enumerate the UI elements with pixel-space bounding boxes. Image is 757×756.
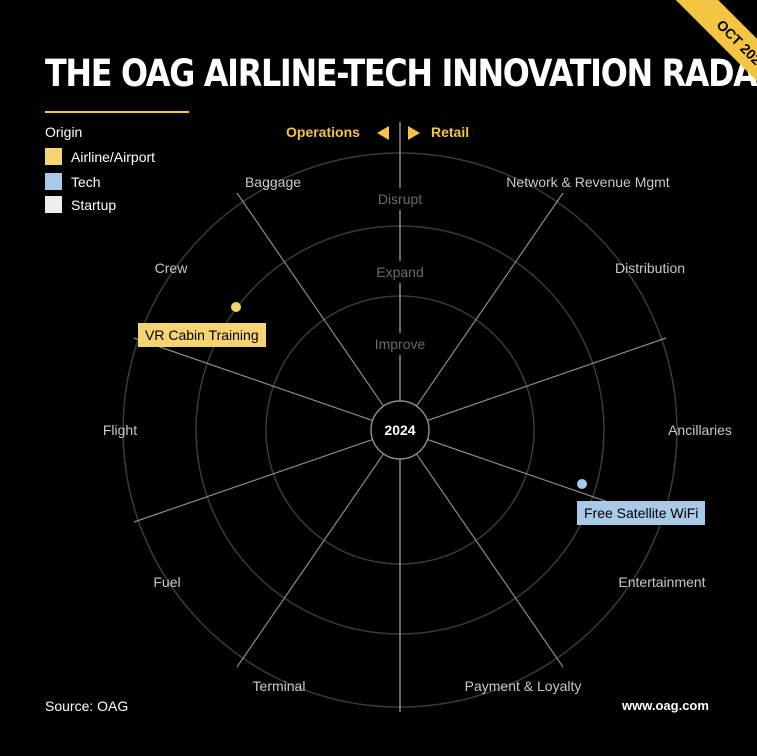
segment-label-baggage: Baggage: [245, 174, 301, 190]
segment-label-entertainment: Entertainment: [618, 574, 705, 590]
ring-label-expand: Expand: [376, 264, 423, 280]
legend-label-tech: Tech: [71, 173, 101, 190]
segment-label-ancillaries: Ancillaries: [668, 422, 732, 438]
legend-item-tech: Tech: [45, 173, 101, 190]
ring-label-bg: [366, 333, 434, 355]
legend-swatch-tech: [45, 173, 62, 190]
left-arrow-icon: [377, 126, 389, 140]
right-arrow-icon: [408, 126, 420, 140]
ring-label-disrupt: Disrupt: [378, 191, 422, 207]
segment-label-distribution: Distribution: [615, 260, 685, 276]
center-year-label: 2024: [384, 422, 415, 438]
ring-label-bg: [366, 261, 434, 283]
legend-title: Origin: [45, 124, 83, 140]
legend-label-startup: Startup: [71, 196, 117, 213]
segment-label-network: Network & Revenue Mgmt: [506, 174, 670, 190]
segment-label-payment: Payment & Loyalty: [465, 678, 582, 694]
legend-label-airline: Airline/Airport: [71, 148, 156, 165]
legend-item-startup: Startup: [45, 196, 116, 213]
item-dot-free-satellite-wifi[interactable]: [577, 479, 587, 489]
item-label-vr-cabin-training[interactable]: VR Cabin Training: [138, 323, 266, 347]
title-underline: [45, 111, 189, 113]
operations-label: Operations: [286, 124, 360, 140]
legend-swatch-startup: [45, 196, 62, 213]
ring-label-bg: [368, 188, 432, 210]
item-label-free-satellite-wifi[interactable]: Free Satellite WiFi: [577, 501, 706, 525]
legend-swatch-airline: [45, 148, 62, 165]
segment-label-flight: Flight: [103, 422, 137, 438]
source-credit: Source: OAG: [45, 698, 129, 714]
item-dot-vr-cabin-training[interactable]: [231, 302, 241, 312]
segment-label-fuel: Fuel: [153, 574, 180, 590]
page-title: THE OAG AIRLINE-TECH INNOVATION RADAR: [45, 52, 757, 95]
segment-label-crew: Crew: [155, 260, 189, 276]
ring-label-improve: Improve: [375, 336, 426, 352]
center-circle: [370, 400, 430, 460]
website-url[interactable]: www.oag.com: [622, 698, 709, 713]
legend-item-airline: Airline/Airport: [45, 148, 155, 165]
retail-label: Retail: [431, 124, 470, 140]
segment-label-terminal: Terminal: [253, 678, 306, 694]
